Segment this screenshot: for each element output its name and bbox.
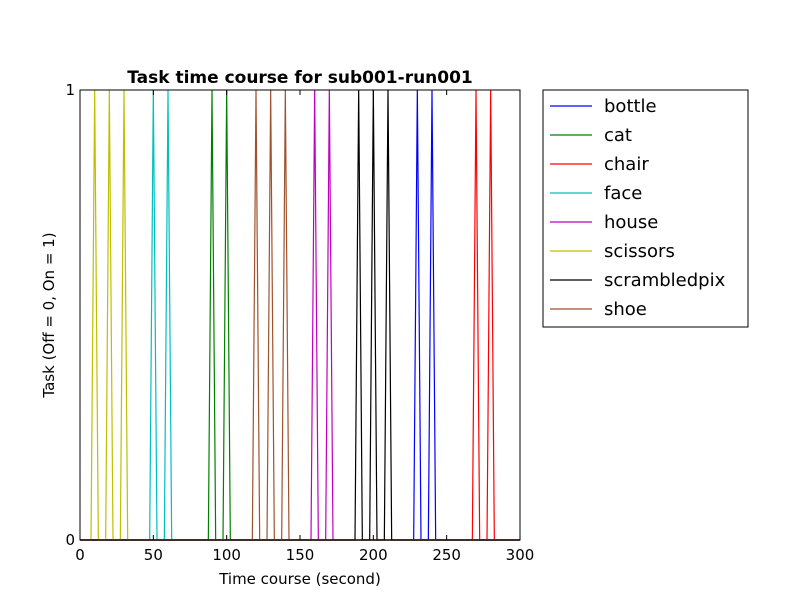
x-tick-label: 50 bbox=[144, 546, 163, 564]
series-line-scrambledpix bbox=[80, 89, 520, 541]
legend-label-bottle: bottle bbox=[604, 96, 657, 117]
x-tick-label: 0 bbox=[75, 546, 85, 564]
series-line-chair bbox=[80, 89, 520, 541]
x-axis-label: Time course (second) bbox=[218, 570, 381, 588]
series-line-shoe bbox=[80, 89, 520, 541]
legend-frame bbox=[542, 89, 749, 328]
legend-label-face: face bbox=[604, 183, 642, 204]
legend-label-scissors: scissors bbox=[604, 241, 675, 262]
legend-label-house: house bbox=[604, 212, 658, 233]
series-line-house bbox=[80, 89, 520, 541]
plot-frame bbox=[79, 89, 521, 541]
y-tick-label: 1 bbox=[65, 81, 75, 99]
legend-label-cat: cat bbox=[604, 125, 632, 146]
legend-label-shoe: shoe bbox=[604, 299, 647, 320]
chart-title: Task time course for sub001-run001 bbox=[127, 68, 473, 88]
tick-layer: 0 50 100 150 200 250 300 0 1 bbox=[65, 81, 534, 564]
legend-label-chair: chair bbox=[604, 154, 649, 175]
legend-label-scrambledpix: scrambledpix bbox=[604, 270, 726, 291]
legend: bottle cat chair face house scissors scrambled… bbox=[542, 89, 749, 328]
series-line-cat bbox=[80, 89, 520, 541]
series-line-face bbox=[80, 89, 520, 541]
y-axis-label: Task (Off = 0, On = 1) bbox=[40, 232, 58, 398]
series-line-bottle bbox=[80, 89, 520, 541]
x-tick-label: 200 bbox=[359, 546, 388, 564]
x-tick-label: 100 bbox=[212, 546, 241, 564]
x-tick-label: 250 bbox=[432, 546, 461, 564]
x-tick-label: 300 bbox=[506, 546, 535, 564]
legend-items: bottle cat chair face house scissors scrambled… bbox=[550, 96, 726, 320]
series-layer bbox=[80, 89, 520, 541]
x-tick-label: 150 bbox=[286, 546, 315, 564]
series-line-scissors bbox=[80, 89, 520, 541]
y-tick-label: 0 bbox=[65, 531, 75, 549]
